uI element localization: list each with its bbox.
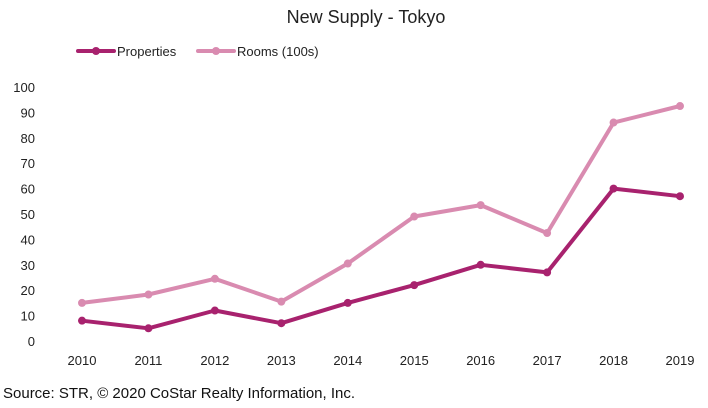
data-point (609, 184, 618, 193)
x-tick-label: 2010 (68, 353, 97, 368)
data-point (210, 274, 219, 283)
data-point (343, 298, 352, 307)
x-tick-label: 2016 (466, 353, 495, 368)
y-tick-label: 90 (21, 105, 35, 120)
chart-title: New Supply - Tokyo (287, 7, 446, 27)
data-point (410, 212, 419, 221)
x-tick-label: 2019 (666, 353, 695, 368)
y-tick-label: 10 (21, 309, 35, 324)
data-point (277, 297, 286, 306)
data-point (609, 118, 618, 127)
legend: Properties Rooms (100s) (76, 44, 319, 59)
y-tick-label: 100 (13, 80, 35, 95)
data-point (543, 268, 552, 277)
series-1 (78, 102, 684, 307)
y-tick-label: 60 (21, 182, 35, 197)
data-point (476, 260, 485, 269)
data-point (676, 192, 684, 201)
x-tick-label: 2011 (134, 353, 162, 368)
y-tick-label: 80 (21, 131, 35, 146)
x-tick-label: 2014 (333, 353, 362, 368)
x-tick-label: 2013 (267, 353, 296, 368)
data-point (410, 281, 419, 290)
x-axis-ticks: 2010 2011 2012 2013 2014 2015 2016 2017 2018 2019 (68, 353, 695, 368)
data-point (343, 259, 352, 268)
data-point (144, 324, 153, 333)
series-line (80, 186, 682, 331)
x-tick-label: 2012 (200, 353, 229, 368)
data-point (676, 102, 684, 111)
data-point (543, 229, 552, 238)
y-axis-ticks: 0 10 20 30 40 50 60 70 80 90 100 (13, 80, 35, 349)
x-tick-label: 2017 (533, 353, 562, 368)
x-tick-label: 2015 (400, 353, 429, 368)
y-tick-label: 20 (21, 283, 35, 298)
legend-item: Properties (76, 44, 177, 59)
series-layer (78, 102, 684, 333)
data-point (476, 201, 485, 210)
data-point (78, 298, 86, 307)
data-point (78, 316, 86, 325)
y-tick-label: 70 (21, 156, 35, 171)
legend-label: Rooms (100s) (237, 44, 319, 59)
legend-label: Properties (117, 44, 177, 59)
y-tick-label: 40 (21, 232, 35, 247)
y-tick-label: 50 (21, 207, 35, 222)
legend-marker (92, 47, 100, 55)
legend-item: Rooms (100s) (196, 44, 319, 59)
series-line (80, 104, 682, 305)
y-tick-label: 30 (21, 258, 35, 273)
legend-marker (212, 47, 220, 55)
x-tick-label: 2018 (599, 353, 628, 368)
series-0 (78, 184, 684, 333)
source-note: Source: STR, © 2020 CoStar Realty Inform… (3, 385, 355, 402)
data-point (277, 319, 286, 328)
data-point (210, 306, 219, 315)
data-point (144, 290, 153, 299)
y-tick-label: 0 (28, 334, 35, 349)
